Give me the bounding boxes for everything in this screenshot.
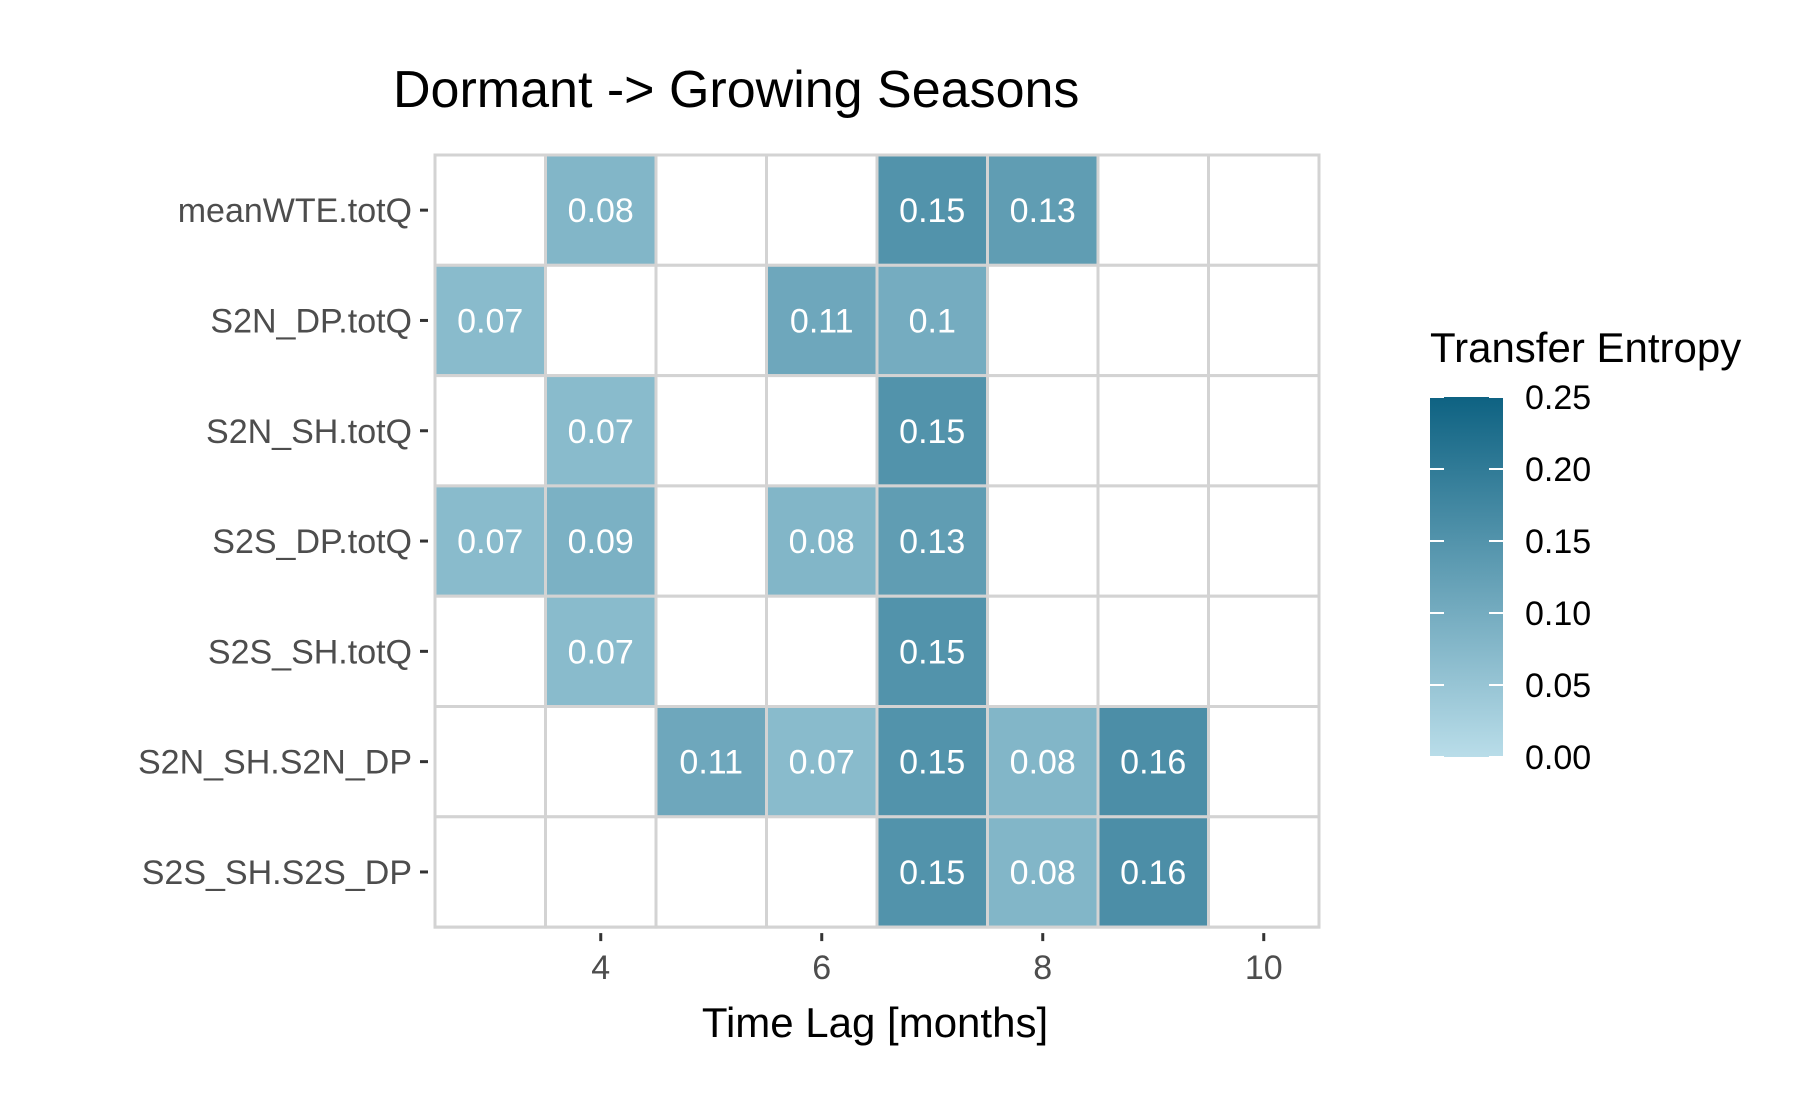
heatmap-cell	[1207, 815, 1321, 929]
y-tick-label: S2S_DP.totQ	[212, 523, 412, 561]
heatmap-cell	[765, 263, 879, 378]
heatmap-cell	[986, 815, 1100, 929]
heatmap-cell	[433, 705, 547, 819]
heatmap-cell	[433, 374, 547, 488]
y-tick-label: S2S_SH.S2S_DP	[142, 854, 412, 892]
color-legend: Transfer Entropy 0.00 0.05 0.10 0.15 0.20 0.2…	[1430, 324, 1741, 777]
heatmap-cell	[1096, 374, 1210, 488]
legend-colorbar	[1430, 397, 1503, 757]
cell-value-label: 0.15	[899, 854, 965, 892]
cell-value-label: 0.07	[568, 633, 634, 671]
cell-value-label: 0.15	[899, 192, 965, 230]
heatmap-cell	[986, 705, 1100, 819]
cell-value-label: 0.15	[899, 413, 965, 451]
legend-tick-label: 0.25	[1525, 379, 1591, 417]
legend-tick-label: 0.05	[1525, 667, 1591, 705]
heatmap-cell	[654, 263, 768, 378]
y-tick-label: S2N_SH.S2N_DP	[138, 744, 412, 782]
y-tick-label: S2N_DP.totQ	[210, 302, 412, 340]
y-tick-label: S2N_SH.totQ	[206, 413, 412, 451]
x-tick-label: 10	[1245, 949, 1283, 987]
heatmap-cell	[433, 815, 547, 929]
heatmap-cell	[875, 705, 989, 819]
heatmap-cell	[765, 815, 879, 929]
heatmap-cell	[544, 263, 658, 378]
heatmap-cell	[1096, 815, 1210, 929]
heatmap-cell	[986, 484, 1100, 598]
cell-value-label: 0.07	[568, 413, 634, 451]
heatmap-cell	[875, 815, 989, 929]
cell-value-label: 0.11	[679, 744, 743, 782]
heatmap-cell	[986, 374, 1100, 488]
legend-tick-label: 0.15	[1525, 523, 1591, 561]
cell-value-label: 0.13	[1010, 192, 1076, 230]
y-tick-label: S2S_SH.totQ	[208, 633, 412, 671]
x-tick-label: 4	[591, 949, 610, 987]
heatmap-cell	[1207, 484, 1321, 598]
plot-panel-border	[433, 153, 1321, 929]
heatmap-cell	[765, 374, 879, 488]
cell-value-label: 0.07	[457, 523, 523, 561]
heatmap-cell	[544, 815, 658, 929]
heatmap-cell	[986, 594, 1100, 709]
heatmap-cell	[765, 153, 879, 267]
heatmap-cells	[433, 153, 1321, 929]
cell-value-label: 0.09	[568, 523, 634, 561]
x-tick-label: 6	[812, 949, 831, 987]
heatmap-cell	[654, 153, 768, 267]
legend-tick-label: 0.10	[1525, 595, 1591, 633]
legend-tick-label: 0.00	[1525, 739, 1591, 777]
cell-value-label: 0.08	[1010, 854, 1076, 892]
heatmap-cell	[875, 374, 989, 488]
heatmap-cell-labels: 0.08 0.15 0.13 0.07 0.11 0.1 0.07 0.15 0.07 0.09 0…	[457, 192, 1186, 892]
heatmap-cell	[1096, 484, 1210, 598]
heatmap-cell	[544, 374, 658, 488]
heatmap-cell	[1096, 153, 1210, 267]
heatmap-cell	[875, 594, 989, 709]
heatmap-cell	[1096, 594, 1210, 709]
chart-title: Dormant -> Growing Seasons	[393, 61, 1079, 119]
y-tick-label: meanWTE.totQ	[178, 192, 412, 230]
cell-value-label: 0.08	[1010, 744, 1076, 782]
heatmap-cell	[433, 594, 547, 709]
x-axis: 4 6 8 10	[591, 933, 1283, 987]
heatmap-cell	[1207, 153, 1321, 267]
cell-value-label: 0.07	[457, 302, 523, 340]
cell-value-label: 0.16	[1120, 744, 1186, 782]
heatmap-cell	[875, 484, 989, 598]
heatmap-cell	[986, 153, 1100, 267]
cell-value-label: 0.08	[789, 523, 855, 561]
heatmap-cell	[654, 484, 768, 598]
heatmap-cell	[544, 705, 658, 819]
x-tick-label: 8	[1033, 949, 1052, 987]
heatmap-cell	[765, 484, 879, 598]
cell-value-label: 0.16	[1120, 854, 1186, 892]
heatmap-cell	[765, 594, 879, 709]
heatmap-cell	[544, 153, 658, 267]
heatmap-cell	[1096, 705, 1210, 819]
heatmap-cell	[1207, 374, 1321, 488]
cell-value-label: 0.13	[899, 523, 965, 561]
heatmap-cell	[1207, 263, 1321, 378]
heatmap-cell	[654, 594, 768, 709]
cell-value-label: 0.07	[789, 744, 855, 782]
cell-value-label: 0.1	[909, 302, 956, 340]
heatmap-cell	[433, 153, 547, 267]
y-axis: meanWTE.totQ S2N_DP.totQ S2N_SH.totQ S2S_DP…	[138, 192, 428, 892]
heatmap-cell	[654, 374, 768, 488]
x-axis-label: Time Lag [months]	[702, 999, 1048, 1046]
heatmap-cell	[654, 815, 768, 929]
heatmap-cell	[986, 263, 1100, 378]
legend-title: Transfer Entropy	[1430, 324, 1741, 371]
heatmap-cell	[1207, 705, 1321, 819]
cell-value-label: 0.08	[568, 192, 634, 230]
heatmap-cell	[1096, 263, 1210, 378]
legend-tick-label: 0.20	[1525, 451, 1591, 489]
cell-value-label: 0.15	[899, 744, 965, 782]
cell-value-label: 0.11	[790, 302, 854, 340]
cell-value-label: 0.15	[899, 633, 965, 671]
heatmap-cell	[1207, 594, 1321, 709]
